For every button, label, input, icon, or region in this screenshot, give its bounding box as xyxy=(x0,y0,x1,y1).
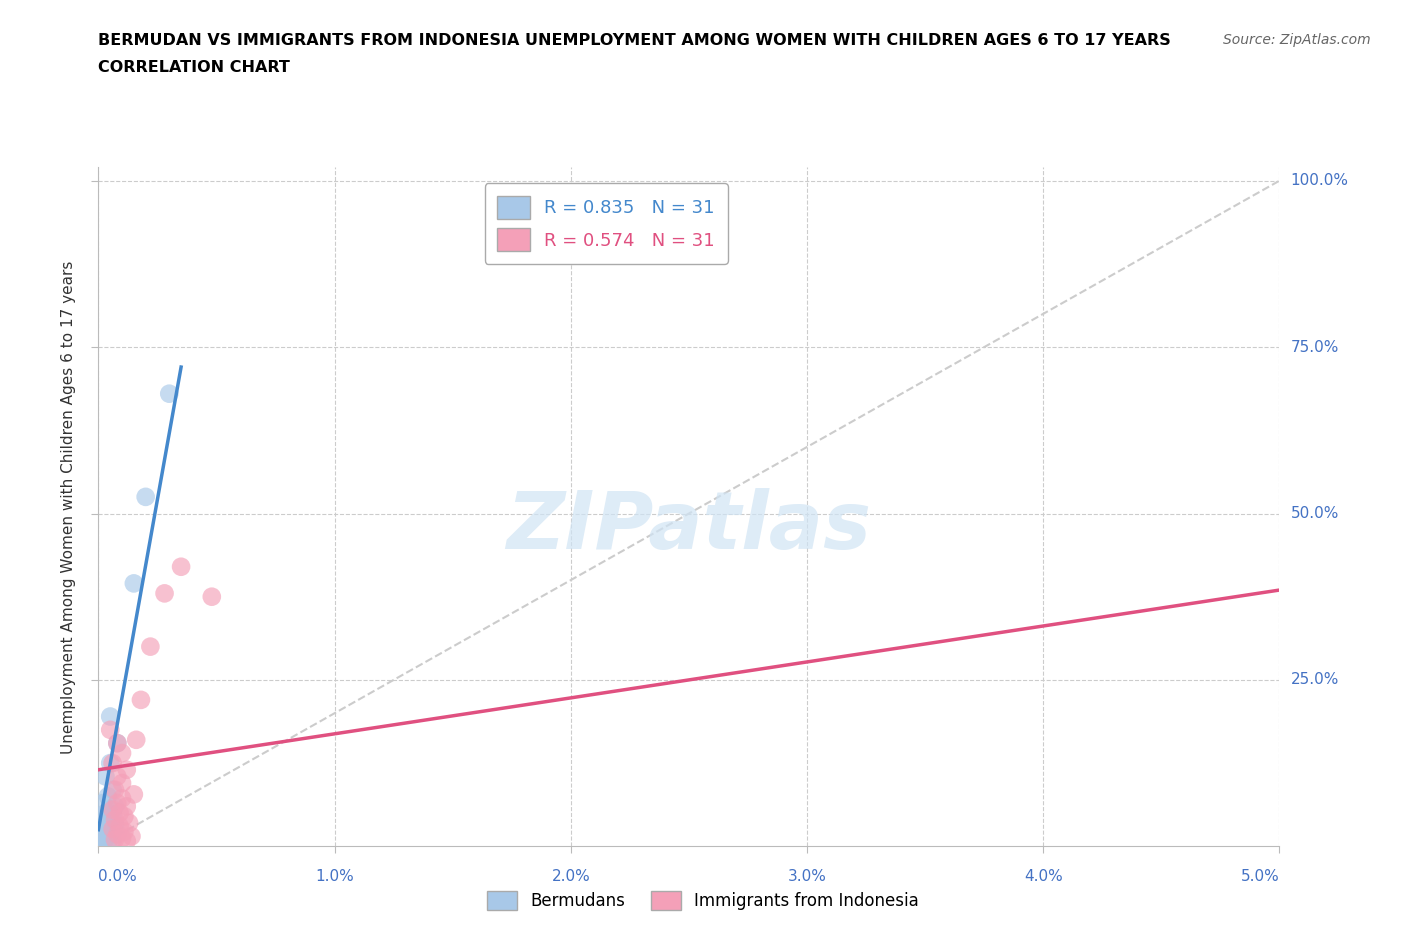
Point xyxy=(115,799,138,814)
Point xyxy=(98,803,121,817)
Text: 100.0%: 100.0% xyxy=(1291,173,1348,188)
Point xyxy=(98,814,121,829)
Y-axis label: Unemployment Among Women with Children Ages 6 to 17 years: Unemployment Among Women with Children A… xyxy=(60,260,76,753)
Point xyxy=(98,723,121,737)
Point xyxy=(153,586,176,601)
Point xyxy=(101,782,124,797)
Point xyxy=(104,782,127,797)
Point xyxy=(105,769,128,784)
Point xyxy=(112,809,135,824)
Point xyxy=(125,732,148,747)
Point xyxy=(108,819,131,834)
Point xyxy=(170,559,193,574)
Text: 2.0%: 2.0% xyxy=(551,869,591,883)
Point xyxy=(115,763,138,777)
Point xyxy=(104,812,127,827)
Legend: R = 0.835   N = 31, R = 0.574   N = 31: R = 0.835 N = 31, R = 0.574 N = 31 xyxy=(485,183,728,264)
Point xyxy=(94,816,117,830)
Point xyxy=(94,769,117,784)
Text: 3.0%: 3.0% xyxy=(787,869,827,883)
Point xyxy=(104,817,127,832)
Text: ZIPatlas: ZIPatlas xyxy=(506,488,872,566)
Point xyxy=(97,789,120,804)
Point xyxy=(122,787,145,802)
Point xyxy=(105,827,128,842)
Legend: Bermudans, Immigrants from Indonesia: Bermudans, Immigrants from Indonesia xyxy=(481,884,925,917)
Point xyxy=(94,824,117,839)
Point xyxy=(157,386,180,401)
Point xyxy=(91,827,114,842)
Point xyxy=(101,821,124,836)
Text: 5.0%: 5.0% xyxy=(1240,869,1279,883)
Point xyxy=(101,756,124,771)
Text: Source: ZipAtlas.com: Source: ZipAtlas.com xyxy=(1223,33,1371,46)
Point xyxy=(90,832,112,847)
Point xyxy=(129,693,152,708)
Text: 1.0%: 1.0% xyxy=(315,869,354,883)
Point xyxy=(104,832,127,847)
Text: CORRELATION CHART: CORRELATION CHART xyxy=(98,60,290,75)
Point xyxy=(101,822,124,837)
Point xyxy=(121,829,143,844)
Point xyxy=(91,795,114,810)
Point xyxy=(115,833,138,848)
Point xyxy=(118,816,141,830)
Point xyxy=(111,830,134,845)
Text: 25.0%: 25.0% xyxy=(1291,672,1339,687)
Text: BERMUDAN VS IMMIGRANTS FROM INDONESIA UNEMPLOYMENT AMONG WOMEN WITH CHILDREN AGE: BERMUDAN VS IMMIGRANTS FROM INDONESIA UN… xyxy=(98,33,1171,47)
Point xyxy=(97,809,120,824)
Point xyxy=(135,489,157,504)
Text: 75.0%: 75.0% xyxy=(1291,339,1339,354)
Point xyxy=(201,590,224,604)
Point xyxy=(105,736,128,751)
Point xyxy=(94,805,117,820)
Point xyxy=(98,826,121,841)
Point xyxy=(105,795,128,810)
Point xyxy=(111,746,134,761)
Point xyxy=(111,776,134,790)
Point xyxy=(108,805,131,820)
Point xyxy=(91,820,114,835)
Point xyxy=(97,829,120,844)
Point xyxy=(97,819,120,834)
Point xyxy=(139,639,162,654)
Text: 50.0%: 50.0% xyxy=(1291,506,1339,521)
Text: 0.0%: 0.0% xyxy=(98,869,138,883)
Point xyxy=(101,803,124,817)
Point xyxy=(101,833,124,848)
Point xyxy=(101,807,124,822)
Point xyxy=(94,830,117,845)
Point xyxy=(111,790,134,805)
Point xyxy=(98,756,121,771)
Point xyxy=(97,835,120,850)
Point xyxy=(91,811,114,826)
Point xyxy=(98,709,121,724)
Point xyxy=(122,576,145,591)
Point xyxy=(112,824,135,839)
Text: 4.0%: 4.0% xyxy=(1024,869,1063,883)
Point xyxy=(104,799,127,814)
Point xyxy=(91,835,114,850)
Point xyxy=(105,736,128,751)
